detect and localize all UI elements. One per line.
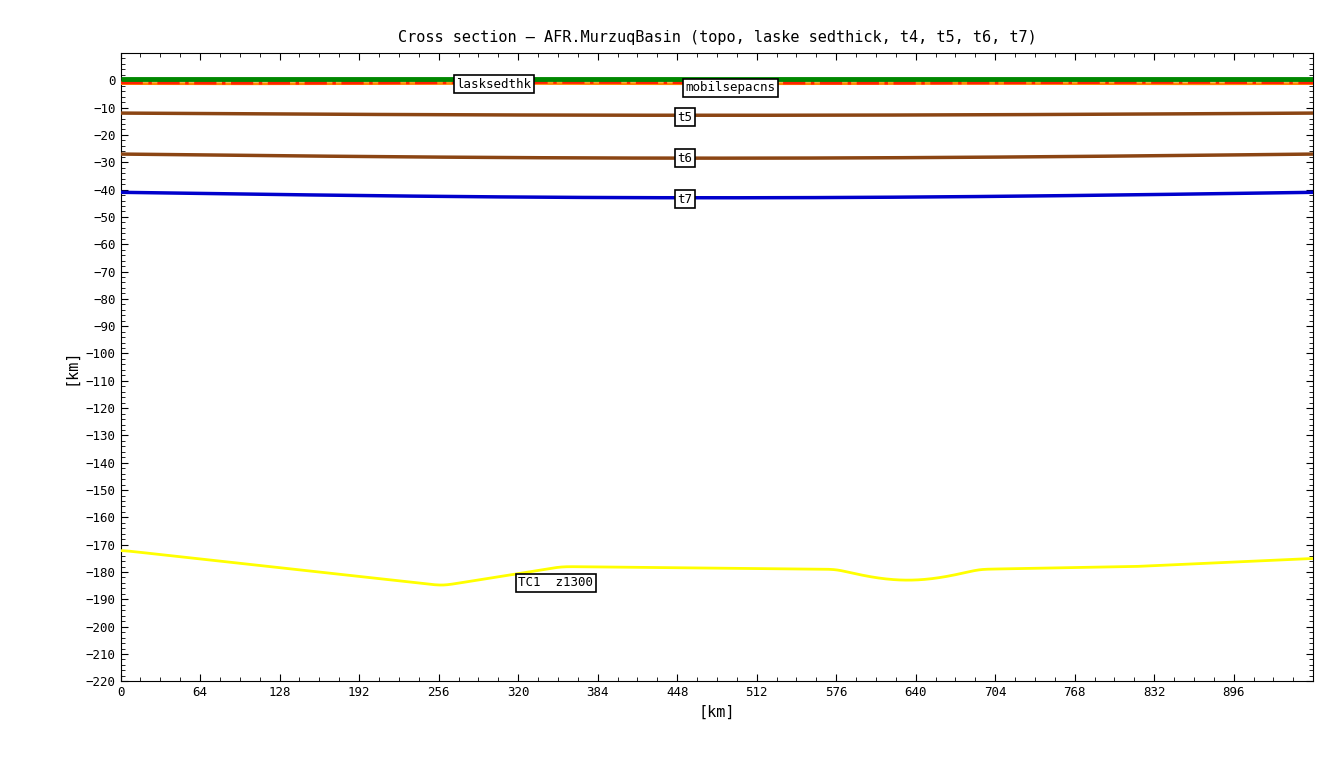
Text: t6: t6 xyxy=(677,151,693,165)
Text: t7: t7 xyxy=(677,192,693,206)
Y-axis label: [km]: [km] xyxy=(64,349,79,385)
Text: mobilsepacns: mobilsepacns xyxy=(686,82,776,95)
Text: lasksedthk: lasksedthk xyxy=(456,78,531,91)
X-axis label: [km]: [km] xyxy=(698,705,736,720)
Text: TC1  z1300: TC1 z1300 xyxy=(519,577,594,590)
Title: Cross section – AFR.MurzuqBasin (topo, laske sedthick, t4, t5, t6, t7): Cross section – AFR.MurzuqBasin (topo, l… xyxy=(398,30,1036,45)
Text: t5: t5 xyxy=(677,111,693,123)
